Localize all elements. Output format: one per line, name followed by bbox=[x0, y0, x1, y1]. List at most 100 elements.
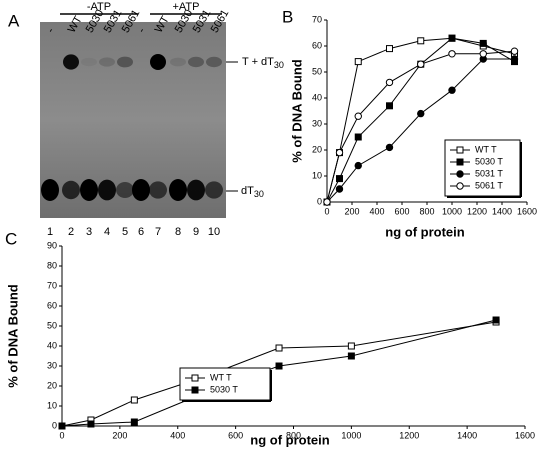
y-tick-label: 30 bbox=[312, 118, 322, 128]
y-tick-label: 40 bbox=[47, 340, 57, 350]
point bbox=[417, 109, 425, 118]
gel-band bbox=[188, 56, 204, 68]
point bbox=[58, 422, 66, 430]
legend-symbol bbox=[191, 374, 199, 382]
lane-number: 9 bbox=[193, 226, 199, 238]
y-tick-label: 30 bbox=[47, 360, 57, 370]
lane-number: 1 bbox=[47, 226, 53, 238]
legend-label: 5061 T bbox=[475, 180, 503, 190]
point bbox=[347, 352, 355, 360]
y-tick-label: 40 bbox=[312, 92, 322, 102]
band-label: dT30 bbox=[241, 185, 264, 199]
y-axis-title: % of DNA Bound bbox=[289, 59, 304, 163]
x-tick-label: 1000 bbox=[442, 206, 462, 216]
gel-band bbox=[187, 179, 205, 201]
y-tick-label: 50 bbox=[312, 66, 322, 76]
point bbox=[323, 198, 331, 206]
x-tick-label: 1000 bbox=[341, 430, 361, 440]
y-tick-label: 20 bbox=[47, 380, 57, 390]
x-tick-label: 0 bbox=[59, 430, 64, 440]
legend-marker bbox=[191, 374, 199, 382]
y-tick-label: 0 bbox=[52, 420, 57, 430]
gel-band bbox=[80, 179, 98, 201]
gel-band bbox=[205, 181, 223, 199]
point bbox=[386, 45, 393, 53]
point bbox=[130, 396, 138, 404]
gel-band bbox=[170, 57, 186, 67]
x-tick-label: 200 bbox=[112, 430, 127, 440]
y-tick-label: 60 bbox=[47, 300, 57, 310]
point bbox=[87, 420, 95, 428]
x-axis-title: ng of protein bbox=[385, 224, 464, 239]
point bbox=[275, 362, 283, 370]
x-tick-label: 0 bbox=[324, 206, 329, 216]
y-tick-label: 60 bbox=[312, 40, 322, 50]
x-tick-label: 1200 bbox=[467, 206, 487, 216]
panel-letter: A bbox=[8, 11, 20, 30]
gel-band bbox=[62, 180, 80, 200]
lane-label: - bbox=[136, 25, 148, 34]
legend-label: WT T bbox=[210, 372, 232, 382]
point bbox=[275, 344, 283, 352]
point bbox=[347, 342, 355, 350]
x-tick-label: 600 bbox=[394, 206, 409, 216]
point bbox=[492, 316, 500, 324]
gel-band bbox=[99, 57, 115, 67]
series bbox=[323, 47, 519, 206]
gel-band bbox=[206, 56, 222, 68]
lane-number: 8 bbox=[175, 226, 181, 238]
point bbox=[448, 50, 456, 58]
condition-label: -ATP bbox=[87, 1, 111, 13]
point bbox=[479, 39, 487, 47]
y-tick-label: 80 bbox=[47, 260, 57, 270]
lane-number: 10 bbox=[208, 226, 220, 238]
gel-band bbox=[41, 179, 59, 201]
legend-label: WT T bbox=[475, 144, 497, 154]
lane-number: 4 bbox=[104, 226, 110, 238]
legend-symbol bbox=[456, 170, 464, 178]
condition-label: +ATP bbox=[172, 1, 199, 13]
series-line bbox=[326, 58, 515, 203]
x-tick-label: 400 bbox=[369, 206, 384, 216]
point bbox=[417, 60, 425, 68]
y-tick-label: 70 bbox=[47, 280, 57, 290]
x-tick-label: 1400 bbox=[492, 206, 512, 216]
point bbox=[130, 418, 138, 426]
y-tick-label: 70 bbox=[312, 14, 322, 24]
gel-band bbox=[81, 57, 97, 67]
series bbox=[58, 316, 500, 430]
y-tick-label: 50 bbox=[47, 320, 57, 330]
legend-marker bbox=[456, 170, 464, 178]
panel-letter: C bbox=[5, 229, 17, 248]
gel-band bbox=[116, 182, 134, 198]
point bbox=[336, 175, 343, 183]
legend-marker bbox=[456, 182, 464, 190]
series-line bbox=[326, 50, 515, 203]
y-tick-label: 10 bbox=[312, 170, 322, 180]
point bbox=[354, 133, 362, 141]
legend-marker bbox=[456, 146, 464, 154]
legend-symbol bbox=[456, 146, 464, 154]
point bbox=[448, 86, 456, 94]
y-tick-label: 90 bbox=[47, 240, 57, 250]
legend-label: 5031 T bbox=[475, 168, 503, 178]
point bbox=[335, 148, 344, 157]
gel-band bbox=[169, 179, 187, 201]
x-tick-label: 1200 bbox=[399, 430, 419, 440]
lane-number: 7 bbox=[155, 226, 161, 238]
band-label-sub: 30 bbox=[274, 60, 284, 70]
x-tick-label: 600 bbox=[228, 430, 243, 440]
gel-band bbox=[117, 56, 133, 68]
gel-band bbox=[150, 54, 166, 70]
y-axis-title: % of DNA Bound bbox=[5, 284, 20, 388]
gel-band bbox=[98, 179, 116, 201]
band-label: T + dT30 bbox=[242, 56, 284, 70]
series-line bbox=[326, 37, 515, 203]
point bbox=[385, 143, 394, 152]
point bbox=[510, 47, 519, 55]
x-tick-label: 800 bbox=[419, 206, 434, 216]
band-label-main: dT bbox=[241, 185, 254, 197]
lane-number: 5 bbox=[122, 226, 128, 238]
x-tick-label: 1600 bbox=[517, 206, 537, 216]
